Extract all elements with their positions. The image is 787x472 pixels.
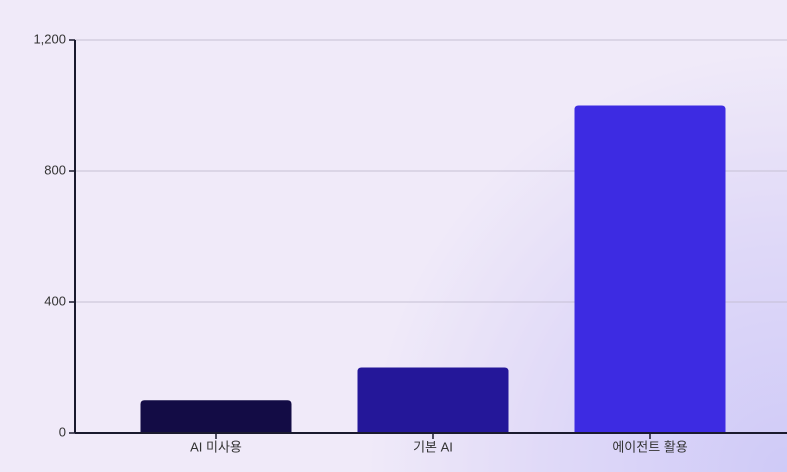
bar: [574, 105, 726, 433]
x-tick-label: 에이전트 활용: [612, 439, 687, 454]
x-tick-label: AI 미사용: [190, 439, 242, 454]
y-tick-label: 400: [44, 293, 66, 308]
x-tick-label: 기본 AI: [413, 439, 453, 454]
y-tick-label: 800: [44, 162, 66, 177]
y-tick-label: 0: [59, 424, 66, 439]
bar: [357, 367, 509, 433]
y-tick-label: 1,200: [33, 31, 66, 46]
bar: [140, 400, 292, 433]
